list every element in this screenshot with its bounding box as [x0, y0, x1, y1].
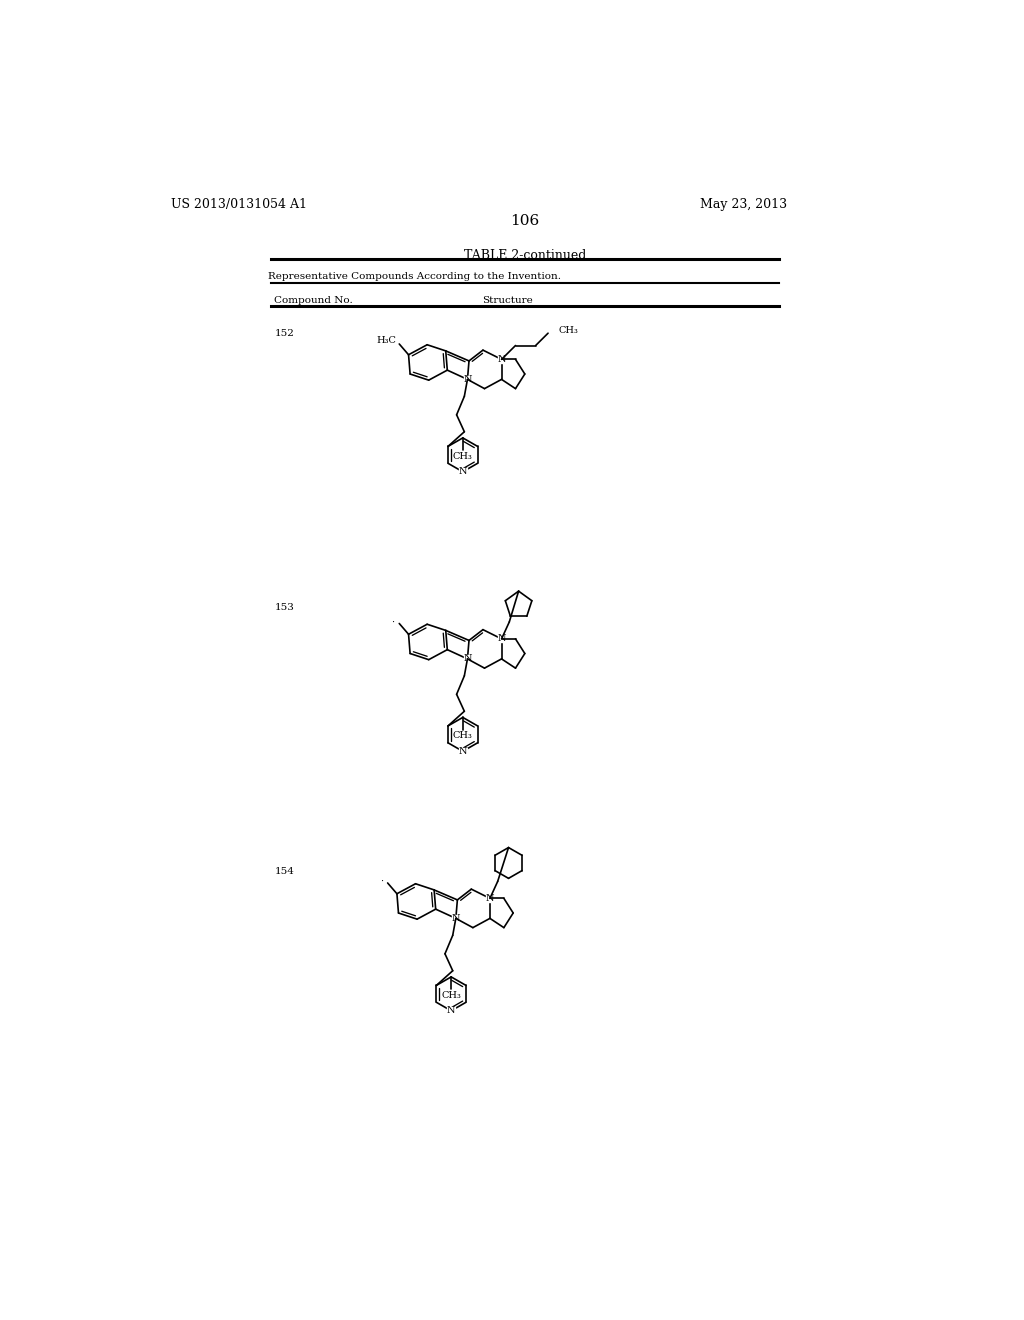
Text: TABLE 2-continued: TABLE 2-continued	[464, 249, 586, 263]
Text: N: N	[485, 894, 495, 903]
Bar	[459, 469, 467, 475]
Text: 152: 152	[274, 330, 294, 338]
Text: ·: ·	[391, 618, 394, 627]
Text: N: N	[463, 655, 472, 664]
Bar	[498, 356, 506, 363]
Text: N: N	[452, 913, 460, 923]
Text: CH₃: CH₃	[441, 991, 461, 999]
Text: 154: 154	[274, 867, 294, 875]
Text: ·: ·	[380, 876, 383, 886]
Text: N: N	[459, 747, 467, 756]
Text: N: N	[498, 355, 506, 364]
Text: May 23, 2013: May 23, 2013	[699, 198, 786, 211]
Bar	[464, 376, 471, 383]
Text: N: N	[463, 375, 472, 384]
Text: N: N	[459, 467, 467, 477]
Text: N: N	[446, 1006, 456, 1015]
Bar	[459, 748, 467, 755]
Text: Representative Compounds According to the Invention.: Representative Compounds According to th…	[268, 272, 561, 281]
Text: Compound No.: Compound No.	[274, 296, 353, 305]
Text: CH₃: CH₃	[453, 731, 473, 741]
Text: CH₃: CH₃	[559, 326, 579, 335]
Text: H₃C: H₃C	[376, 335, 396, 345]
Bar	[486, 895, 494, 902]
Text: CH₃: CH₃	[453, 451, 473, 461]
Text: US 2013/0131054 A1: US 2013/0131054 A1	[171, 198, 306, 211]
Text: Structure: Structure	[482, 296, 534, 305]
Bar	[447, 1007, 455, 1014]
Bar	[464, 656, 471, 663]
Text: N: N	[498, 635, 506, 643]
Bar	[452, 915, 460, 921]
Text: 106: 106	[510, 214, 540, 228]
Text: 153: 153	[274, 603, 294, 612]
Bar	[498, 635, 506, 643]
